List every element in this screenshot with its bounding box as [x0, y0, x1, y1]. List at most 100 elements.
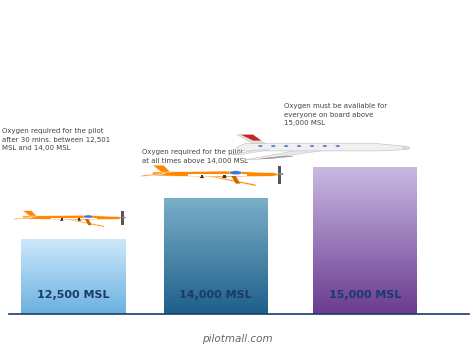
Bar — [164, 313, 268, 314]
Bar — [21, 290, 126, 291]
Bar — [21, 248, 126, 250]
Bar — [313, 242, 417, 243]
Bar — [313, 307, 417, 309]
Polygon shape — [152, 165, 170, 172]
Bar — [21, 312, 126, 313]
Bar — [313, 270, 417, 271]
Bar — [21, 308, 126, 310]
Bar — [164, 282, 268, 283]
Bar — [164, 201, 268, 203]
Bar — [313, 248, 417, 249]
Bar — [164, 224, 268, 225]
Text: pilotmall.com: pilotmall.com — [202, 334, 272, 344]
Bar — [164, 252, 268, 253]
Bar — [164, 310, 268, 311]
Bar — [21, 259, 126, 260]
Bar — [313, 222, 417, 224]
Bar — [164, 211, 268, 212]
Ellipse shape — [78, 220, 81, 221]
Bar — [164, 311, 268, 312]
Bar — [164, 238, 268, 239]
Bar — [21, 299, 126, 300]
Bar — [313, 257, 417, 259]
Bar — [313, 295, 417, 297]
Bar — [21, 239, 126, 240]
Bar — [164, 219, 268, 220]
Bar — [164, 242, 268, 243]
Text: Federal Aviation Regulations and: Federal Aviation Regulations and — [74, 21, 400, 39]
Bar — [164, 210, 268, 211]
Bar — [313, 183, 417, 185]
Bar — [313, 303, 417, 304]
Bar — [21, 303, 126, 304]
Bar — [21, 307, 126, 308]
Bar — [164, 305, 268, 306]
Bar — [313, 201, 417, 203]
Polygon shape — [65, 218, 104, 227]
Bar — [164, 214, 268, 215]
Bar — [21, 267, 126, 268]
Bar — [313, 167, 417, 169]
Bar — [21, 285, 126, 286]
Bar — [164, 244, 268, 245]
Bar — [21, 301, 126, 302]
Bar — [21, 299, 126, 300]
Bar — [21, 290, 126, 291]
Bar — [164, 298, 268, 299]
Bar — [164, 217, 268, 218]
Text: Oxygen must be available for
everyone on board above
15,000 MSL: Oxygen must be available for everyone on… — [284, 103, 388, 126]
Bar — [21, 259, 126, 260]
Bar — [21, 240, 126, 241]
Bar — [313, 243, 417, 244]
Bar — [21, 254, 126, 255]
Bar — [313, 234, 417, 236]
Bar — [21, 310, 126, 311]
Bar — [164, 273, 268, 274]
Bar — [313, 188, 417, 190]
Bar — [164, 312, 268, 313]
Bar — [21, 295, 126, 296]
Bar — [164, 275, 268, 276]
Bar — [164, 288, 268, 289]
Bar — [313, 309, 417, 310]
Bar — [21, 279, 126, 280]
Bar — [21, 277, 126, 278]
Bar — [21, 241, 126, 242]
Ellipse shape — [60, 220, 64, 221]
Bar — [313, 206, 417, 208]
Bar — [313, 305, 417, 307]
Bar — [164, 274, 268, 275]
Bar — [164, 286, 268, 287]
Bar — [164, 250, 268, 251]
Bar — [313, 299, 417, 300]
Bar — [313, 290, 417, 292]
Bar — [164, 281, 268, 282]
Text: Oxygen Use: Oxygen Use — [179, 59, 295, 77]
Bar — [21, 285, 126, 286]
Bar — [313, 284, 417, 286]
Bar — [21, 262, 126, 263]
Bar — [313, 198, 417, 199]
Bar — [21, 302, 126, 303]
Bar — [313, 203, 417, 204]
Bar — [164, 233, 268, 235]
Bar — [21, 262, 126, 263]
Bar — [164, 229, 268, 231]
Bar — [78, 218, 81, 220]
Bar — [21, 242, 126, 243]
Polygon shape — [237, 135, 265, 144]
Bar — [21, 280, 126, 281]
Bar — [313, 253, 417, 254]
Bar — [313, 265, 417, 266]
Bar — [21, 294, 126, 295]
Bar — [21, 268, 126, 269]
Bar — [164, 258, 268, 260]
Bar — [313, 304, 417, 305]
Bar — [313, 227, 417, 229]
Bar — [313, 251, 417, 253]
Bar — [313, 255, 417, 257]
Ellipse shape — [222, 177, 227, 178]
Bar — [164, 279, 268, 280]
Ellipse shape — [336, 145, 340, 147]
Bar — [313, 289, 417, 291]
